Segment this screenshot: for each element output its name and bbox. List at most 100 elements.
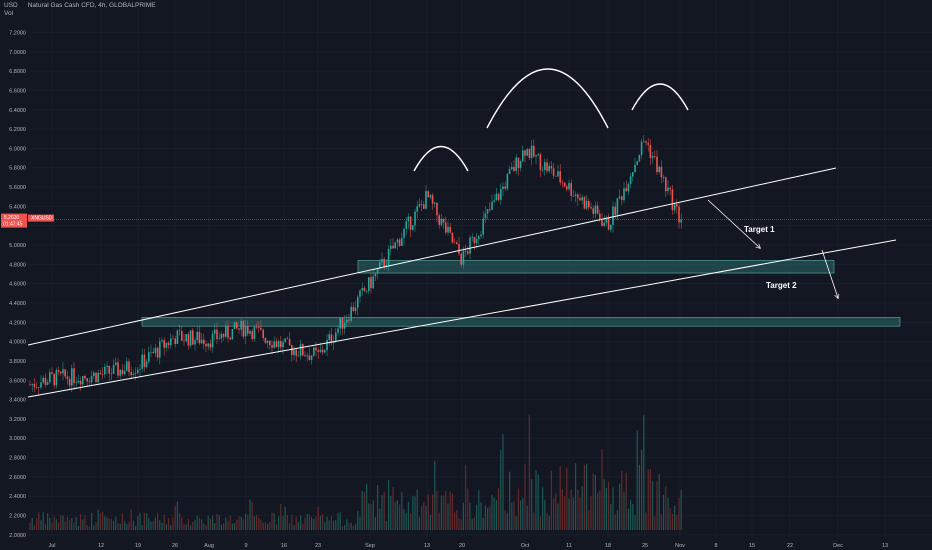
x-tick-label: 22 — [787, 543, 793, 549]
volume-bar — [240, 516, 242, 530]
volume-bar — [55, 519, 57, 530]
candle-body — [480, 234, 482, 237]
volume-bar — [143, 512, 145, 530]
candle-body — [552, 168, 555, 176]
volume-bar — [566, 467, 568, 530]
volume-bar — [300, 515, 302, 530]
y-tick-label: 6.6000 — [9, 88, 26, 94]
candle-body — [667, 187, 669, 192]
candle-body — [390, 245, 392, 249]
volume-bar — [60, 515, 62, 530]
candle-body — [610, 225, 612, 230]
x-tick-label: Oct — [521, 543, 530, 549]
x-tick-label: 26 — [172, 543, 178, 549]
y-tick-label: 2.2000 — [9, 514, 26, 520]
candle-body — [273, 341, 275, 348]
candle-body — [511, 167, 513, 170]
volume-bar — [64, 521, 66, 530]
volume-bar — [484, 505, 486, 530]
candle-body — [244, 325, 247, 337]
volume-bar — [75, 516, 77, 530]
volume-bar — [383, 492, 385, 530]
volume-bar — [264, 522, 266, 530]
candle-body — [601, 219, 603, 226]
candle-body — [271, 345, 273, 348]
volume-bar — [634, 514, 636, 530]
candle-body — [669, 187, 671, 190]
candle-body — [266, 340, 269, 343]
x-tick-label: 16 — [281, 543, 287, 549]
volume-bar — [526, 505, 528, 530]
volume-bar — [124, 521, 126, 530]
candle-body — [75, 382, 77, 384]
volume-bar — [161, 522, 163, 530]
x-tick-label: 23 — [315, 543, 321, 549]
volume-label: Vol — [4, 10, 14, 17]
volume-bar — [170, 525, 172, 530]
x-tick-label: Sep — [365, 543, 375, 549]
volume-bar — [559, 466, 561, 530]
candle-body — [475, 238, 478, 244]
volume-bar — [44, 524, 46, 530]
x-tick-label: 11 — [566, 543, 572, 549]
candle-body — [647, 142, 649, 145]
candle-body — [251, 331, 253, 339]
candle-body — [651, 156, 654, 158]
volume-bar — [352, 526, 354, 530]
volume-bar — [586, 463, 588, 530]
candle-body — [458, 244, 460, 254]
candle-body — [357, 296, 359, 308]
candle-body — [277, 341, 280, 347]
volume-bar — [570, 489, 572, 530]
candle-body — [31, 383, 33, 385]
candle-body — [341, 317, 344, 329]
volume-bar — [185, 524, 187, 530]
candle-body — [150, 351, 152, 353]
y-tick-label: 3.0000 — [9, 436, 26, 442]
candle-body — [152, 351, 154, 353]
candle-body — [451, 232, 454, 243]
candle-body — [528, 149, 531, 158]
y-tick-label: 3.4000 — [9, 398, 26, 404]
candle-body — [319, 349, 322, 352]
candle-body — [680, 219, 682, 223]
x-tick-label: 12 — [98, 543, 104, 549]
candle-body — [137, 369, 139, 373]
candle-body — [260, 327, 262, 330]
volume-bar — [229, 515, 231, 530]
candle-body — [429, 195, 432, 198]
candle-body — [335, 332, 337, 342]
volume-bar — [130, 509, 132, 530]
candle-body — [82, 376, 84, 385]
volume-bar — [297, 521, 299, 530]
candle-body — [255, 326, 258, 328]
candle-body — [418, 204, 421, 207]
candle-body — [423, 204, 425, 209]
volume-bar — [418, 516, 420, 530]
volume-bar — [660, 514, 662, 530]
candle-body — [313, 347, 315, 356]
pattern-arc — [413, 145, 469, 172]
candle-body — [414, 211, 416, 226]
volume-bar — [350, 522, 352, 530]
volume-bar — [121, 513, 123, 530]
candle-body — [101, 374, 104, 375]
volume-bar — [80, 514, 82, 530]
candle-body — [361, 287, 363, 291]
candle-body — [295, 349, 297, 356]
volume-bar — [603, 478, 605, 530]
candle-body — [515, 157, 517, 171]
candle-body — [284, 338, 286, 343]
candle-body — [170, 338, 172, 346]
volume-bar — [557, 503, 559, 530]
candle-body — [489, 209, 491, 210]
candle-body — [654, 156, 656, 157]
candle-body — [73, 368, 75, 384]
volume-bar — [399, 504, 401, 530]
volume-bar — [157, 513, 159, 530]
volume-bar — [227, 520, 229, 530]
volume-bar — [330, 516, 332, 530]
y-tick-label: 6.2000 — [9, 127, 26, 133]
symbol-title[interactable]: Natural Gas Cash CFD, 4h, GLOBALPRIME — [27, 2, 156, 9]
